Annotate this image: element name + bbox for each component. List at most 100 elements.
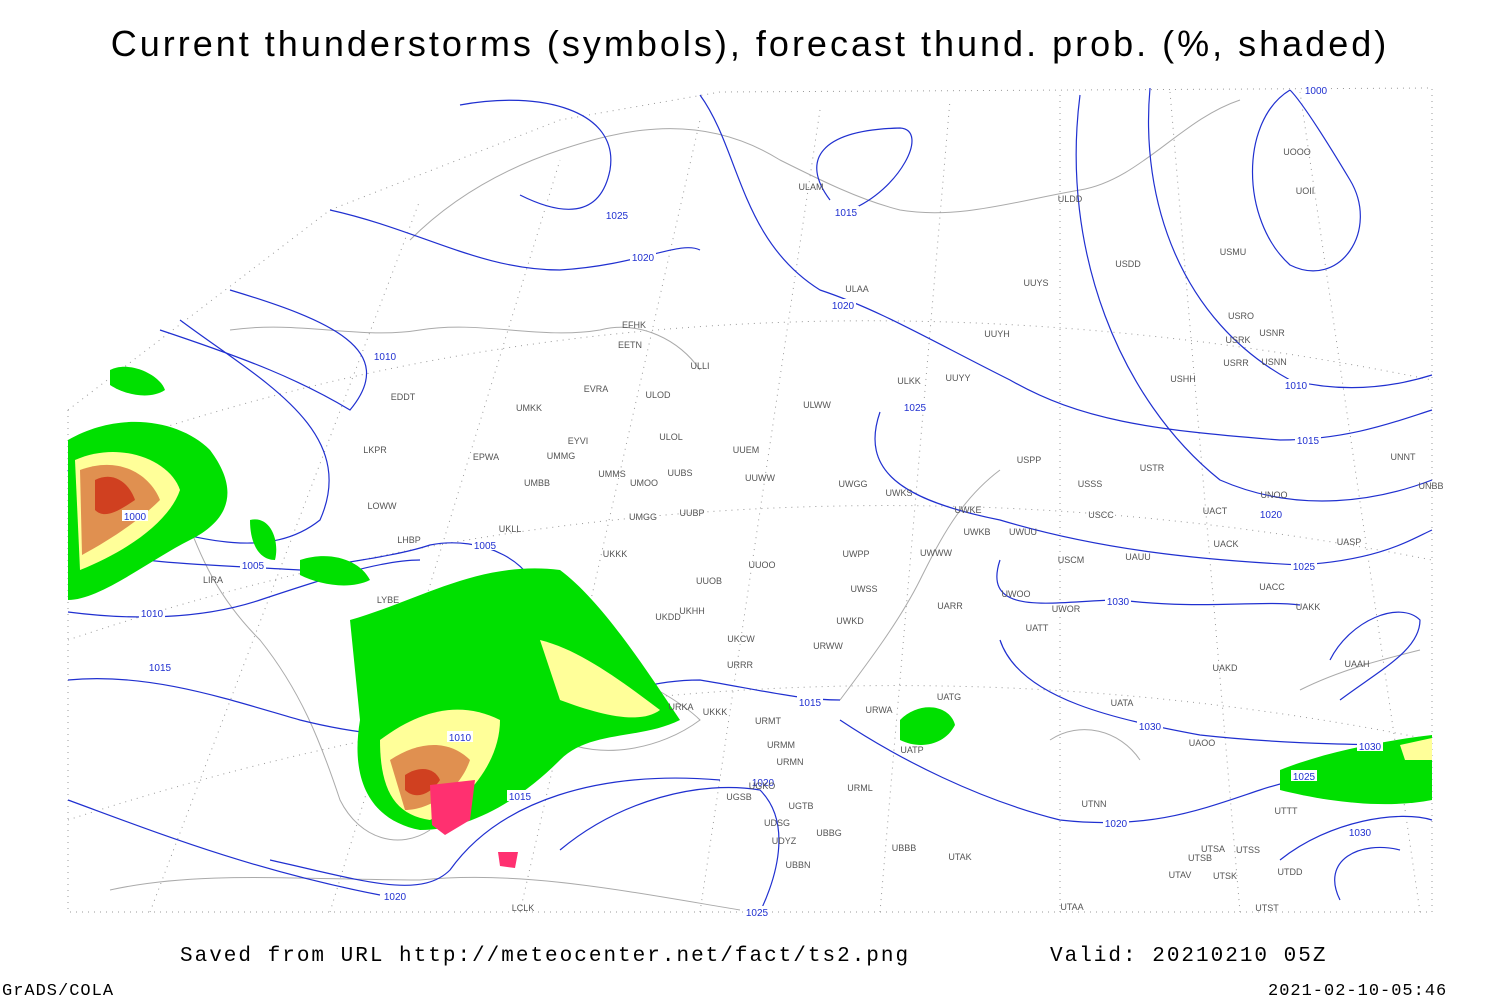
isobars <box>67 87 1433 913</box>
station-code: UARR <box>937 601 963 611</box>
station-code: URWW <box>813 641 843 651</box>
isobar-label-bg <box>372 350 398 361</box>
isobar-label: 1025 <box>1293 772 1316 783</box>
isobar-label-bg <box>1283 379 1309 390</box>
station-code: UNNT <box>1391 452 1416 462</box>
station-code: UUYH <box>984 329 1010 339</box>
station-code: UMMG <box>547 451 576 461</box>
station-code: UWKE <box>955 505 982 515</box>
station-code: URMN <box>777 757 804 767</box>
isobar-label: 1015 <box>835 208 858 219</box>
station-code: UKLL <box>499 524 522 534</box>
station-code: EETN <box>618 340 642 350</box>
station-code: UAAH <box>1344 659 1369 669</box>
isobar-label-bg <box>830 299 856 310</box>
station-code: UUBP <box>679 508 704 518</box>
station-code: UTSK <box>1213 871 1237 881</box>
station-code: UKKK <box>703 707 728 717</box>
isobar-label: 1005 <box>474 541 497 552</box>
station-code: UGTB <box>788 801 813 811</box>
software: GrADS/COLA <box>2 982 114 1000</box>
station-code: UMOO <box>630 478 658 488</box>
station-code: UUYY <box>945 373 970 383</box>
station-code: UWKS <box>886 488 913 498</box>
station-code: USPP <box>1017 455 1042 465</box>
isobar-label-bg <box>472 539 498 550</box>
station-code: UTSS <box>1236 845 1260 855</box>
isobar-label-bg <box>797 696 823 707</box>
station-code: ULDD <box>1058 194 1083 204</box>
station-code: UNBB <box>1418 481 1443 491</box>
station-code: UTAA <box>1060 902 1083 912</box>
station-code: UDYZ <box>772 836 797 846</box>
station-code: USCM <box>1058 555 1085 565</box>
isobar-label: 1020 <box>1105 819 1128 830</box>
isobar-label-bg <box>1291 770 1317 781</box>
isobar-label: 1015 <box>509 792 532 803</box>
station-code: USNR <box>1259 328 1285 338</box>
station-code: UAOO <box>1189 738 1216 748</box>
isobar-label-bg <box>1258 508 1284 519</box>
station-code: UMGG <box>629 512 657 522</box>
station-code: URML <box>847 783 873 793</box>
isobar-label: 1000 <box>1305 86 1328 97</box>
station-code: USRR <box>1223 358 1249 368</box>
station-code: UWOO <box>1002 589 1031 599</box>
isobar-label: 1010 <box>1285 381 1308 392</box>
station-code: UTAK <box>948 852 971 862</box>
station-code: URRR <box>727 660 753 670</box>
isobar-label: 1000 <box>124 512 147 523</box>
timestamp: 2021-02-10-05:46 <box>1268 982 1447 1000</box>
isobar-label: 1020 <box>1260 510 1283 521</box>
station-code: UBBB <box>892 843 917 853</box>
station-code: EFHK <box>622 320 646 330</box>
isobar-label-bg <box>139 607 165 618</box>
station-code: UKDD <box>655 612 681 622</box>
isobar-label: 1025 <box>606 211 629 222</box>
isobar-label-bg <box>1347 826 1373 837</box>
station-code: UUYS <box>1023 278 1048 288</box>
station-code: UTTT <box>1275 806 1298 816</box>
station-code: UTNN <box>1082 799 1107 809</box>
station-code: UWSS <box>851 584 878 594</box>
isobar-label-bg <box>122 510 148 521</box>
isobar-label-bg <box>382 890 408 901</box>
station-code: UDSG <box>764 818 790 828</box>
isobar-label: 1015 <box>149 663 172 674</box>
station-code: USDD <box>1115 259 1141 269</box>
isobar-label: 1020 <box>832 301 855 312</box>
isobar-label: 1020 <box>752 778 775 789</box>
isobar-label: 1020 <box>632 253 655 264</box>
source-url: Saved from URL http://meteocenter.net/fa… <box>180 945 910 968</box>
station-code: USTR <box>1140 463 1165 473</box>
station-code: USCC <box>1088 510 1114 520</box>
station-code: UAUU <box>1125 552 1151 562</box>
station-code: LHBP <box>397 535 421 545</box>
station-code: USMU <box>1220 247 1247 257</box>
isobar-label: 1015 <box>799 698 822 709</box>
station-code: UGKO <box>749 781 776 791</box>
isobar-label-bg <box>604 209 630 220</box>
station-code: EYVI <box>568 436 589 446</box>
isobar-label: 1025 <box>746 908 769 919</box>
isobar-label-bg <box>507 790 533 801</box>
station-code: ULAA <box>845 284 869 294</box>
station-code: UMMS <box>598 469 626 479</box>
isobar-label-bg <box>1357 740 1383 751</box>
isobar-label: 1025 <box>1293 562 1316 573</box>
isobar-label-bg <box>447 731 473 742</box>
station-code: UTST <box>1255 903 1279 913</box>
station-code: UATG <box>937 692 961 702</box>
isobar-label: 1010 <box>141 609 164 620</box>
isobar-label-bg <box>1105 595 1131 606</box>
station-code: EDDT <box>391 392 416 402</box>
station-code: UTAV <box>1169 870 1192 880</box>
isobar-label-bg <box>902 401 928 412</box>
station-code: UUOO <box>749 560 776 570</box>
station-code: UBBN <box>785 860 810 870</box>
station-code: USSS <box>1078 479 1103 489</box>
station-code: UAKK <box>1296 602 1321 612</box>
station-code: UBBG <box>816 828 842 838</box>
station-code: UTSB <box>1188 853 1212 863</box>
